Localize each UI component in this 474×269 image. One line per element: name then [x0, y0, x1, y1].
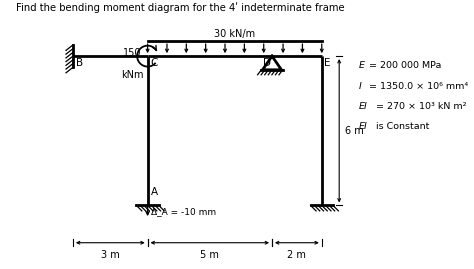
Text: D: D: [263, 58, 271, 68]
Text: = 270 × 10³ kN m²: = 270 × 10³ kN m²: [373, 102, 466, 111]
Text: 30 kN/m: 30 kN/m: [214, 29, 255, 39]
Text: I: I: [359, 82, 362, 90]
Text: Δ_A = -10 mm: Δ_A = -10 mm: [151, 207, 217, 216]
Text: 6 m: 6 m: [346, 126, 364, 136]
Text: = 200 000 MPa: = 200 000 MPa: [366, 61, 441, 70]
Text: 2 m: 2 m: [287, 250, 306, 260]
Text: EI: EI: [359, 102, 368, 111]
Text: E: E: [324, 58, 331, 68]
Text: is Constant: is Constant: [373, 122, 429, 131]
Text: 3 m: 3 m: [101, 250, 119, 260]
Text: C: C: [150, 58, 157, 68]
Text: EI: EI: [359, 122, 368, 131]
Text: 5 m: 5 m: [201, 250, 219, 260]
Text: 150: 150: [123, 48, 142, 58]
Text: = 1350.0 × 10⁶ mm⁴: = 1350.0 × 10⁶ mm⁴: [366, 82, 468, 90]
Text: kNm: kNm: [121, 58, 144, 80]
Text: A: A: [151, 187, 158, 197]
Text: E: E: [359, 61, 365, 70]
Text: Find the bending moment diagram for the 4ʹ indeterminate frame: Find the bending moment diagram for the …: [16, 3, 344, 13]
Text: B: B: [76, 58, 83, 68]
